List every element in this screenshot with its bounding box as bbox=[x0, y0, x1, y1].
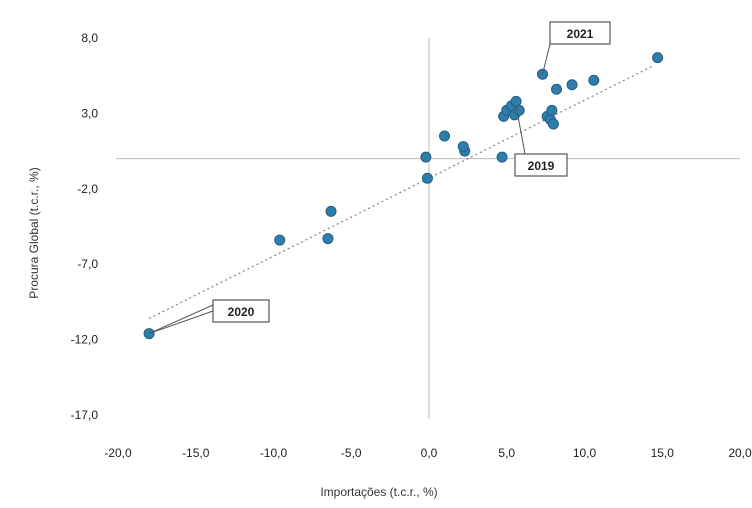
data-point bbox=[652, 52, 664, 64]
x-axis-title: Importações (t.c.r., %) bbox=[320, 485, 437, 499]
y-tick-label: -17,0 bbox=[71, 408, 99, 422]
y-axis-title: Procura Global (t.c.r., %) bbox=[27, 167, 41, 298]
callouts-layer: 2021 2019 2020 bbox=[148, 21, 611, 335]
data-point bbox=[457, 141, 469, 153]
data-point bbox=[325, 205, 337, 217]
y-tick-label: -7,0 bbox=[77, 257, 98, 271]
data-point bbox=[274, 234, 286, 246]
x-tick-label: -5,0 bbox=[341, 446, 362, 460]
ticks-layer: -20,0 -15,0 -10,0 -5,0 0,0 5,0 10,0 15,0 20,0 8,0… bbox=[71, 31, 752, 460]
data-point bbox=[510, 95, 522, 107]
data-point bbox=[421, 172, 433, 184]
trendline-layer bbox=[148, 64, 655, 320]
callout-leader bbox=[515, 105, 526, 155]
x-tick-label: -20,0 bbox=[104, 446, 132, 460]
data-point bbox=[322, 233, 334, 245]
data-point bbox=[588, 74, 600, 86]
callout-leader bbox=[148, 304, 214, 335]
x-tick-label: 0,0 bbox=[421, 446, 438, 460]
data-point bbox=[547, 118, 559, 130]
callout-label: 2021 bbox=[567, 27, 594, 41]
callout-leader bbox=[542, 43, 551, 75]
points-layer bbox=[143, 52, 664, 340]
x-tick-label: 20,0 bbox=[728, 446, 752, 460]
data-point bbox=[546, 104, 558, 116]
data-point bbox=[566, 79, 578, 91]
x-tick-label: -10,0 bbox=[260, 446, 288, 460]
data-point bbox=[551, 83, 563, 95]
callout-box bbox=[549, 21, 611, 45]
data-point bbox=[439, 130, 451, 142]
callout-label: 2020 bbox=[228, 305, 255, 319]
callout-box bbox=[212, 299, 270, 323]
x-tick-label: 5,0 bbox=[498, 446, 515, 460]
data-point bbox=[420, 151, 432, 163]
callout-leader bbox=[148, 310, 214, 335]
y-tick-label: -12,0 bbox=[71, 333, 99, 347]
y-tick-label: 3,0 bbox=[81, 106, 98, 120]
data-point bbox=[496, 151, 508, 163]
y-tick-label: 8,0 bbox=[81, 31, 98, 45]
x-tick-label: 10,0 bbox=[573, 446, 597, 460]
data-point bbox=[513, 104, 525, 116]
x-tick-label: 15,0 bbox=[651, 446, 675, 460]
x-tick-label: -15,0 bbox=[182, 446, 210, 460]
callout-box bbox=[514, 153, 568, 177]
axes-layer bbox=[116, 38, 740, 419]
callout-label: 2019 bbox=[528, 159, 555, 173]
y-tick-label: -2,0 bbox=[77, 182, 98, 196]
trendline bbox=[148, 64, 655, 320]
